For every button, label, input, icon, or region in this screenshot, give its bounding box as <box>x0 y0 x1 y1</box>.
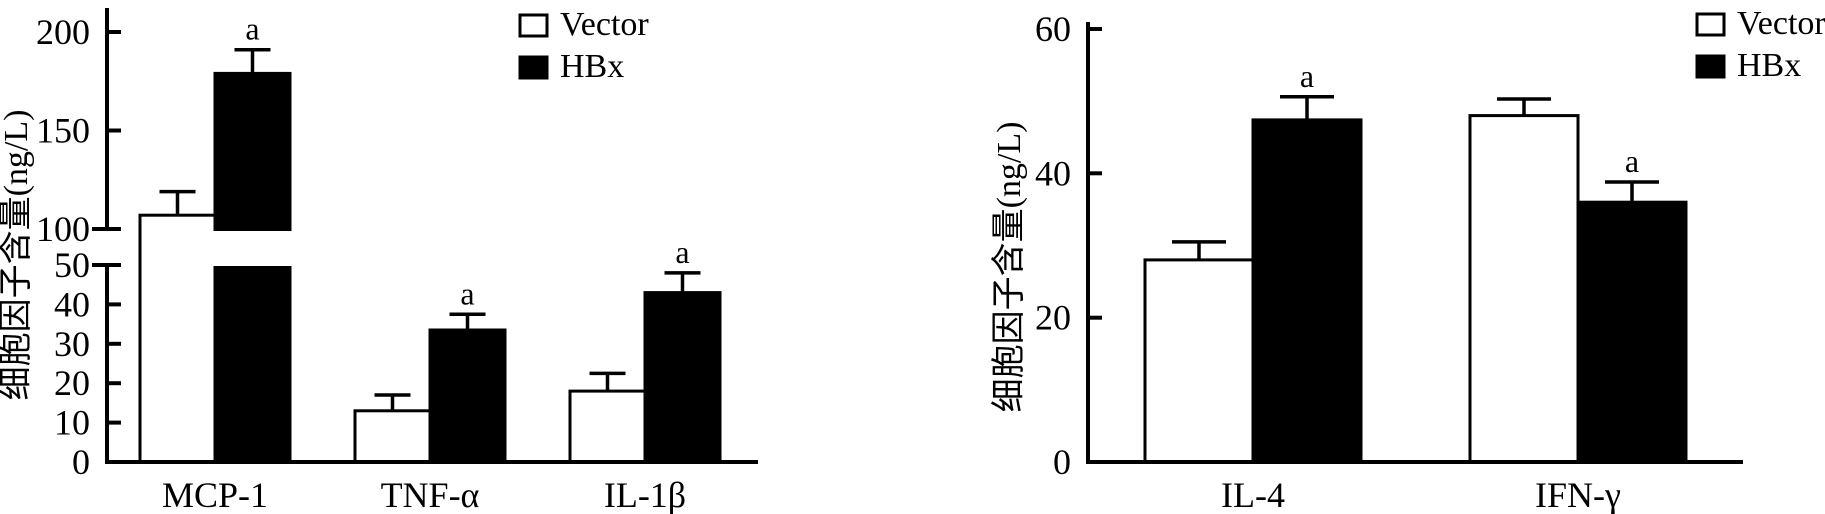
bar-hbx-TNF-α <box>428 328 507 464</box>
significance-label: a <box>1625 143 1639 179</box>
legend-label: HBx <box>1737 47 1801 84</box>
legend-swatch-vector-icon <box>518 13 549 38</box>
legend-label: Vector <box>1737 5 1825 42</box>
y-tick-label: 100 <box>36 209 90 249</box>
y-tick-label: 200 <box>36 12 90 52</box>
x-category-label: IL-1β <box>604 475 686 514</box>
bar-vector-IFN-γ <box>1468 114 1580 464</box>
significance-label: a <box>675 234 689 270</box>
bar-hbx-IL-1β <box>643 291 722 464</box>
y-tick-label: 40 <box>1035 153 1071 193</box>
cytokine-panel-right: 0 20 40 60 IL-4 IFN-γ 细胞因子含量(ng/L) a a Vector HBx <box>990 5 1825 514</box>
legend-swatch-hbx-icon <box>518 55 549 80</box>
bar-hbx-IL-4 <box>1251 118 1363 464</box>
y-axis-title: 细胞因子含量(ng/L) <box>0 110 35 401</box>
y-axis-title: 细胞因子含量(ng/L) <box>990 122 1028 413</box>
legend-label: Vector <box>560 6 649 43</box>
y-tick-label: 10 <box>54 403 90 443</box>
y-tick-label: 20 <box>54 363 90 403</box>
y-tick-label: 40 <box>54 284 90 324</box>
bar-vector-TNF-α <box>353 409 432 464</box>
x-category-label: TNF-α <box>381 475 480 514</box>
significance-label: a <box>245 11 259 47</box>
bar-vector-MCP-1 <box>138 213 217 464</box>
bar-hbx-IFN-γ <box>1576 200 1688 464</box>
legend-swatch-hbx-icon <box>1695 54 1726 79</box>
bar-vector-IL-4 <box>1143 258 1255 464</box>
y-tick-label: 20 <box>1035 298 1071 338</box>
y-tick-label: 0 <box>72 442 90 482</box>
x-category-label: IL-4 <box>1221 475 1285 514</box>
y-tick-label: 60 <box>1035 9 1071 49</box>
significance-label: a <box>460 275 474 311</box>
y-tick-label: 30 <box>54 324 90 364</box>
legend-label: HBx <box>560 48 624 85</box>
y-tick-label: 150 <box>36 111 90 151</box>
x-category-label: IFN-γ <box>1535 475 1621 514</box>
y-tick-label: 50 <box>54 245 90 285</box>
axis-break-band <box>211 231 347 266</box>
legend-swatch-vector-icon <box>1695 12 1726 37</box>
x-category-label: MCP-1 <box>162 475 268 514</box>
y-tick-label: 0 <box>1053 442 1071 482</box>
significance-label: a <box>1300 58 1314 94</box>
bar-hbx-MCP-1 <box>213 71 292 464</box>
bar-vector-IL-1β <box>568 389 647 464</box>
